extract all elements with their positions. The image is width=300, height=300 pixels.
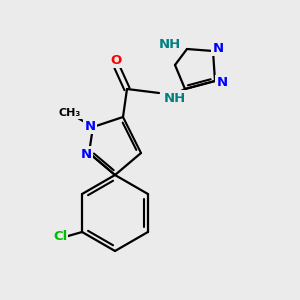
Text: N: N: [216, 76, 228, 89]
Text: NH: NH: [159, 38, 181, 52]
Text: N: N: [84, 119, 96, 133]
Text: CH₃: CH₃: [59, 108, 81, 118]
Text: NH: NH: [164, 92, 186, 104]
Text: N: N: [80, 148, 92, 160]
Text: N: N: [212, 41, 224, 55]
Text: O: O: [110, 53, 122, 67]
Text: Cl: Cl: [53, 230, 67, 244]
